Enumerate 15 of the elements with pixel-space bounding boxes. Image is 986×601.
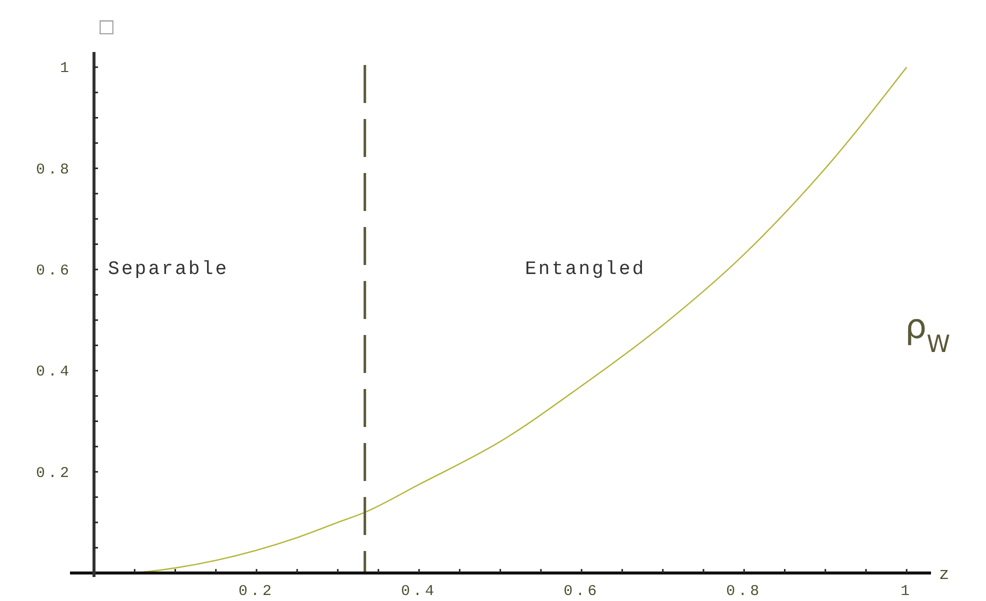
x-tick-label: 0.8 bbox=[726, 583, 762, 600]
annotation: ρ$_{W}$ bbox=[905, 307, 950, 358]
annotation: Entangled bbox=[525, 258, 646, 280]
x-tick-label: 0.4 bbox=[401, 583, 438, 600]
x-tick-label: 0.2 bbox=[238, 583, 275, 600]
y-tick-label: 0.8 bbox=[36, 161, 72, 178]
y-tick-label: 0.6 bbox=[36, 262, 72, 280]
y-axis-title: □ bbox=[98, 16, 116, 37]
x-axis-title: z bbox=[939, 566, 950, 585]
annotation: Separable bbox=[108, 258, 229, 280]
y-tick-label: 0.2 bbox=[36, 464, 72, 482]
x-tick-label: 0.6 bbox=[564, 583, 600, 600]
y-tick-label: 0.4 bbox=[36, 364, 72, 381]
y-tick-label: 1 bbox=[60, 60, 72, 78]
x-tick-label: 1 bbox=[900, 583, 913, 600]
